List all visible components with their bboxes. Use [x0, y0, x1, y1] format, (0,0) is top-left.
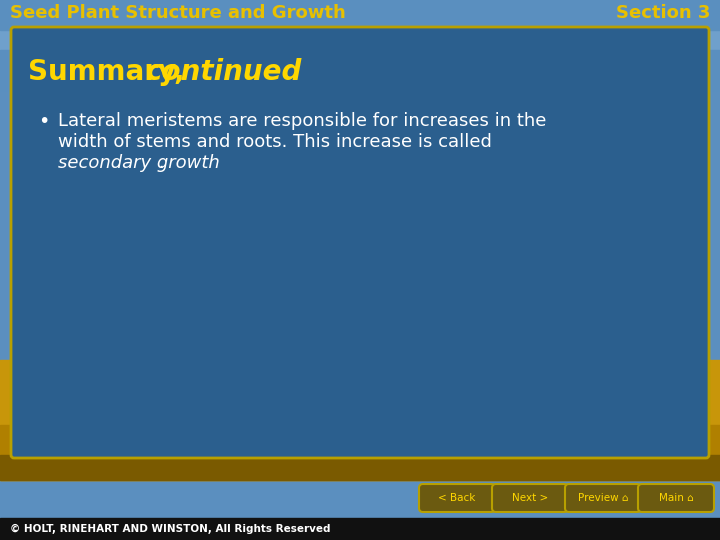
FancyBboxPatch shape — [11, 27, 709, 458]
Text: continued: continued — [146, 58, 302, 86]
FancyBboxPatch shape — [419, 484, 495, 512]
Text: secondary growth: secondary growth — [58, 154, 220, 172]
Bar — [0, 0, 720, 30]
Bar — [0, 425, 720, 480]
FancyBboxPatch shape — [565, 484, 641, 512]
FancyBboxPatch shape — [638, 484, 714, 512]
Text: © HOLT, RINEHART AND WINSTON, All Rights Reserved: © HOLT, RINEHART AND WINSTON, All Rights… — [10, 524, 330, 534]
Text: Summary,: Summary, — [28, 58, 194, 86]
Text: width of stems and roots. This increase is called: width of stems and roots. This increase … — [58, 133, 492, 151]
Text: •: • — [38, 112, 50, 131]
Bar — [0, 50, 720, 90]
Text: Seed Plant Structure and Growth: Seed Plant Structure and Growth — [10, 4, 346, 22]
Bar — [0, 518, 720, 540]
FancyBboxPatch shape — [492, 484, 568, 512]
Bar — [0, 0, 720, 50]
Text: < Back: < Back — [438, 493, 476, 503]
Text: Main ⌂: Main ⌂ — [659, 493, 693, 503]
Text: Section 3: Section 3 — [616, 4, 710, 22]
Text: Preview ⌂: Preview ⌂ — [577, 493, 629, 503]
Bar — [0, 360, 720, 480]
Bar — [0, 455, 720, 480]
Text: Lateral meristems are responsible for increases in the: Lateral meristems are responsible for in… — [58, 112, 546, 130]
Text: .: . — [158, 154, 163, 172]
Text: Next >: Next > — [512, 493, 548, 503]
